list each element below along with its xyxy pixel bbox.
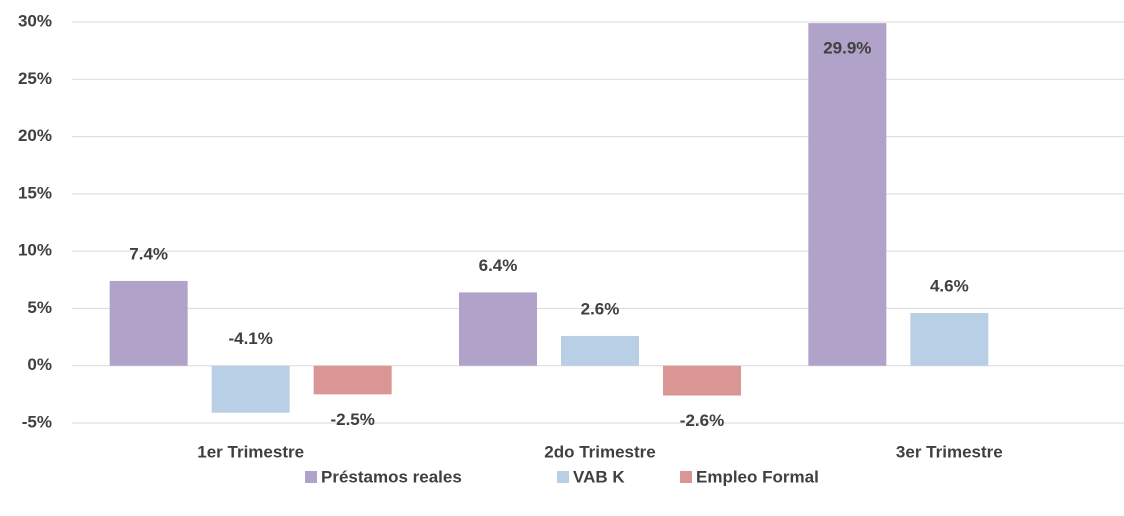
data-label: -2.6% <box>680 411 724 430</box>
legend-swatch <box>305 471 317 483</box>
data-label: 6.4% <box>479 256 518 275</box>
y-tick-label: 0% <box>27 355 52 374</box>
bar <box>211 365 290 413</box>
y-tick-label: 10% <box>18 241 52 260</box>
y-tick-label: 15% <box>18 183 52 202</box>
bar <box>561 335 639 366</box>
data-label: 4.6% <box>930 276 969 295</box>
legend-swatch <box>680 471 692 483</box>
bar <box>808 23 887 366</box>
data-label: -4.1% <box>228 329 272 348</box>
y-tick-label: 5% <box>27 298 52 317</box>
data-label: -2.5% <box>330 410 374 429</box>
legend-label: Empleo Formal <box>696 467 819 486</box>
x-tick-label: 2do Trimestre <box>544 442 656 461</box>
y-tick-label: 30% <box>18 11 52 30</box>
data-label: 2.6% <box>581 299 620 318</box>
x-tick-label: 3er Trimestre <box>896 442 1003 461</box>
legend-label: VAB K <box>573 467 625 486</box>
bar <box>910 313 989 366</box>
data-label: 29.9% <box>823 39 871 58</box>
legend-label: Préstamos reales <box>321 467 462 486</box>
bar <box>459 292 537 366</box>
bar <box>109 280 188 366</box>
y-tick-label: -5% <box>22 412 52 431</box>
legend-swatch <box>557 471 569 483</box>
bar <box>663 365 741 396</box>
bar <box>313 365 392 395</box>
x-tick-label: 1er Trimestre <box>197 442 304 461</box>
data-label: 7.4% <box>129 244 168 263</box>
y-tick-label: 20% <box>18 126 52 145</box>
y-tick-label: 25% <box>18 69 52 88</box>
